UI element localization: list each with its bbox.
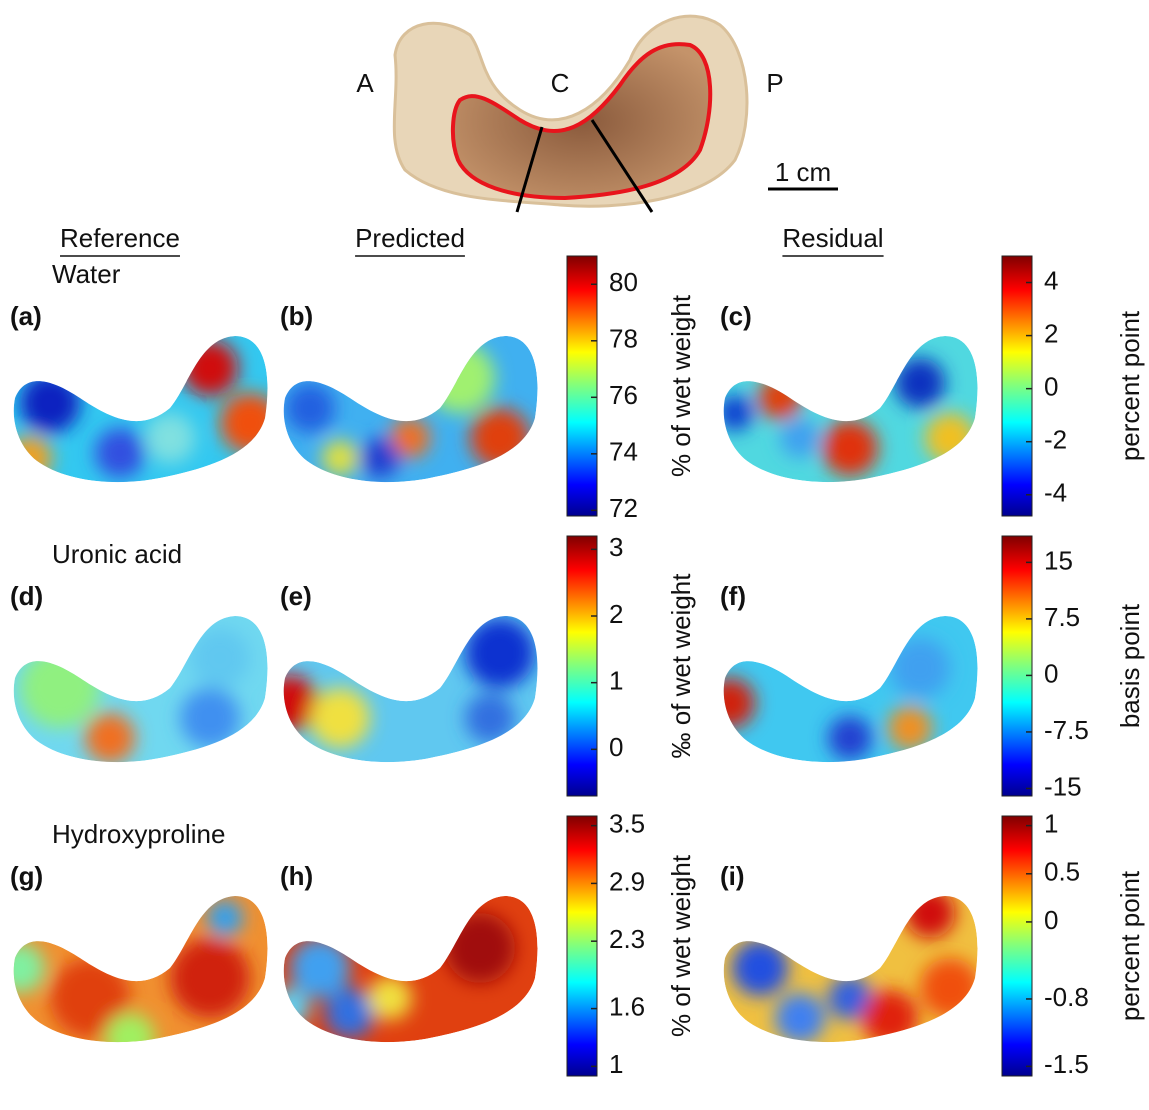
colorbar-tick-label: 3.5 bbox=[609, 809, 645, 839]
central-label: C bbox=[551, 68, 570, 98]
row-title: Uronic acid bbox=[52, 539, 182, 569]
panel-label: (a) bbox=[10, 301, 42, 331]
panel-label: (g) bbox=[10, 861, 43, 891]
colorbar-label: % of wet weight bbox=[666, 294, 696, 477]
colorbar bbox=[1002, 256, 1032, 516]
colorbar-tick-label: 15 bbox=[1044, 545, 1073, 575]
colorbar-tick-label: 1 bbox=[609, 666, 623, 696]
panel-label: (e) bbox=[280, 581, 312, 611]
colorbar-label: % of wet weight bbox=[666, 854, 696, 1037]
colorbar-label: percent point bbox=[1115, 870, 1145, 1021]
colorbar-tick-label: -2 bbox=[1044, 425, 1067, 455]
colorbar-tick-label: 1.6 bbox=[609, 991, 645, 1021]
colorbar-tick-label: 1 bbox=[1044, 809, 1058, 839]
heatmap bbox=[0, 896, 267, 1063]
colorbar-label: ‰ of wet weight bbox=[666, 573, 696, 759]
colorbar-tick-label: 7.5 bbox=[1044, 602, 1080, 632]
column-header: Residual bbox=[782, 223, 883, 253]
colorbar-tick-label: 0 bbox=[1044, 905, 1058, 935]
panel-label: (h) bbox=[280, 861, 313, 891]
scale-label: 1 cm bbox=[775, 157, 831, 187]
colorbar-tick-label: 0 bbox=[609, 732, 623, 762]
colorbar-tick-label: 72 bbox=[609, 493, 638, 523]
colorbar-tick-label: 78 bbox=[609, 324, 638, 354]
panel-label: (i) bbox=[720, 861, 745, 891]
column-header: Predicted bbox=[355, 223, 465, 253]
colorbar-tick-label: 74 bbox=[609, 437, 638, 467]
heatmap bbox=[284, 336, 538, 482]
anterior-label: A bbox=[356, 68, 374, 98]
heatmap bbox=[705, 616, 977, 762]
posterior-label: P bbox=[766, 68, 783, 98]
heatmap bbox=[262, 616, 537, 762]
colorbar-tick-label: -4 bbox=[1044, 478, 1067, 508]
colorbar-tick-label: 2 bbox=[1044, 318, 1058, 348]
colorbar-tick-label: -1.5 bbox=[1044, 1049, 1089, 1079]
colorbar-tick-label: 0.5 bbox=[1044, 857, 1080, 887]
colorbar-tick-label: -0.8 bbox=[1044, 982, 1089, 1012]
colorbar bbox=[567, 256, 597, 516]
column-header: Reference bbox=[60, 223, 180, 253]
colorbar-tick-label: -7.5 bbox=[1044, 715, 1089, 745]
colorbar-tick-label: 80 bbox=[609, 267, 638, 297]
colorbar-tick-label: 0 bbox=[1044, 658, 1058, 688]
photo bbox=[394, 16, 838, 212]
heatmap bbox=[14, 616, 268, 763]
colorbar-tick-label: 76 bbox=[609, 380, 638, 410]
heatmap bbox=[717, 336, 977, 482]
colorbar-tick-label: -15 bbox=[1044, 771, 1082, 801]
colorbar-tick-label: 2.9 bbox=[609, 866, 645, 896]
row-title: Water bbox=[52, 259, 121, 289]
colorbar-tick-label: 2.3 bbox=[609, 924, 645, 954]
heatmap bbox=[8, 336, 280, 482]
colorbar bbox=[1002, 536, 1032, 796]
colorbar bbox=[1002, 816, 1032, 1076]
colorbar-label: percent point bbox=[1115, 310, 1145, 461]
figure: A C P 1 cm Reference Predicted Residual Wat… bbox=[0, 0, 1149, 1110]
panel-label: (c) bbox=[720, 301, 752, 331]
heatmap bbox=[270, 896, 537, 1042]
colorbar-tick-label: 0 bbox=[1044, 372, 1058, 402]
heatmap bbox=[724, 888, 980, 1046]
colorbar bbox=[567, 816, 597, 1076]
colorbar-tick-label: 4 bbox=[1044, 265, 1058, 295]
colorbar-tick-label: 2 bbox=[609, 599, 623, 629]
panel-label: (f) bbox=[720, 581, 746, 611]
colorbar bbox=[567, 536, 597, 796]
colorbar-label: basis point bbox=[1115, 603, 1145, 728]
row-title: Hydroxyproline bbox=[52, 819, 225, 849]
colorbar-tick-label: 1 bbox=[609, 1049, 623, 1079]
colorbar-tick-label: 3 bbox=[609, 532, 623, 562]
panel-label: (b) bbox=[280, 301, 313, 331]
panel-label: (d) bbox=[10, 581, 43, 611]
